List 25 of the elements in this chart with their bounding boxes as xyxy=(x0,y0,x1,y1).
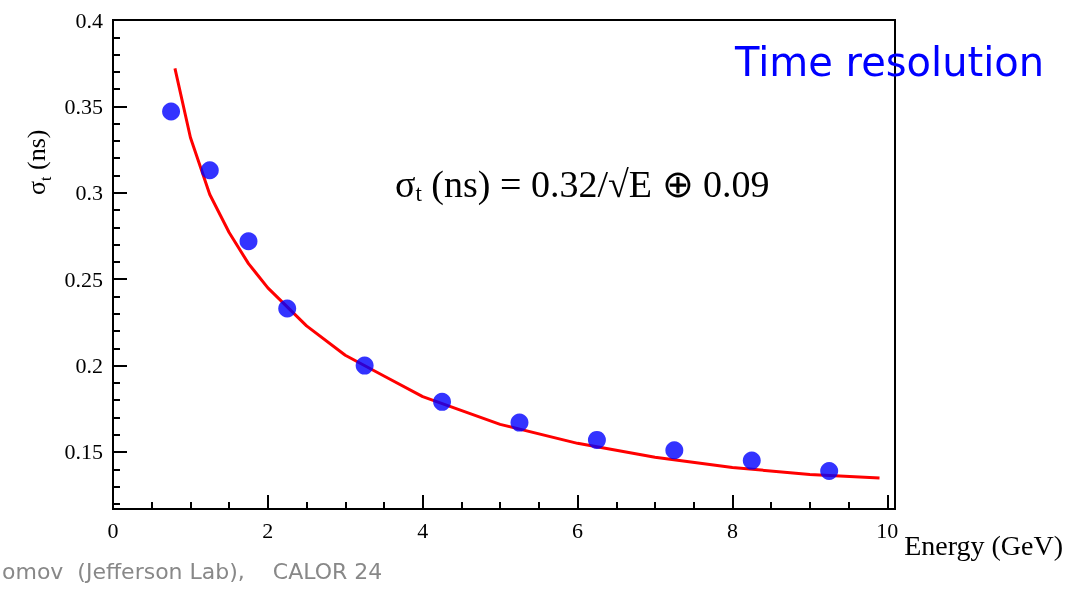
y-tick-label: 0.3 xyxy=(75,180,103,206)
x-tick-label: 10 xyxy=(876,517,899,543)
point xyxy=(587,430,606,449)
y-tick-label: 0.35 xyxy=(64,93,103,119)
point xyxy=(162,102,181,121)
x-tick-label: 4 xyxy=(417,517,429,543)
text: omov (Jefferson Lab), CALOR 24 xyxy=(2,558,383,584)
point xyxy=(665,441,684,460)
x-axis-title: Energy (GeV) xyxy=(904,529,1064,561)
point xyxy=(278,299,297,318)
point xyxy=(742,451,761,470)
x-tick-label: 2 xyxy=(262,517,274,543)
y-tick-label: 0.4 xyxy=(75,7,103,33)
point xyxy=(355,356,374,375)
point xyxy=(433,392,452,411)
x-tick-label: 6 xyxy=(572,517,584,543)
point xyxy=(820,461,839,480)
x-tick-label: 8 xyxy=(726,517,738,543)
y-tick-label: 0.25 xyxy=(64,266,103,292)
y-tick-label: 0.15 xyxy=(64,439,103,465)
point xyxy=(510,413,529,432)
point xyxy=(239,232,258,251)
y-tick-label: 0.2 xyxy=(75,353,103,379)
x-tick-label: 0 xyxy=(107,517,119,543)
point xyxy=(200,161,219,180)
